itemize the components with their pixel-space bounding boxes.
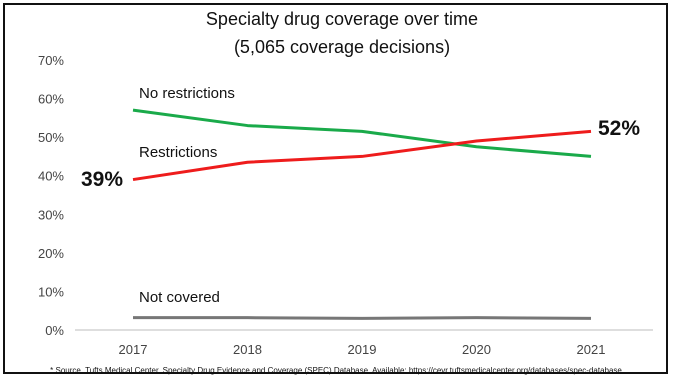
y-tick-label: 10%: [38, 284, 64, 299]
source-footnote: * Source. Tufts Medical Center. Specialt…: [50, 366, 622, 375]
x-tick-label: 2021: [577, 342, 606, 357]
x-tick-label: 2020: [462, 342, 491, 357]
series-line-no-restrictions: [132, 108, 592, 158]
y-tick-label: 70%: [38, 53, 64, 68]
series-label-restrictions: Restrictions: [139, 144, 217, 161]
y-tick-label: 0%: [45, 323, 64, 338]
series-line-restrictions: [132, 129, 592, 182]
y-tick-label: 50%: [38, 130, 64, 145]
series-line-not-covered: [133, 316, 592, 320]
x-tick-label: 2019: [348, 342, 377, 357]
chart-frame: [3, 3, 668, 374]
series-label-no-restrictions: No restrictions: [139, 85, 235, 102]
series-lines: [132, 108, 592, 320]
chart-title-line-1: Specialty drug coverage over time: [206, 9, 478, 29]
x-axis: 2017 2018 2019 2020 2021: [119, 342, 606, 357]
series-label-not-covered: Not covered: [139, 289, 220, 306]
y-tick-label: 30%: [38, 207, 64, 222]
x-tick-label: 2018: [233, 342, 262, 357]
y-axis: 0% 10% 20% 30% 40% 50% 60% 70%: [38, 53, 64, 338]
start-value-callout: 39%: [81, 168, 123, 191]
y-tick-label: 40%: [38, 169, 64, 184]
x-tick-label: 2017: [119, 342, 148, 357]
chart-title-line-2: (5,065 coverage decisions): [234, 37, 450, 57]
y-tick-label: 60%: [38, 92, 64, 107]
y-tick-label: 20%: [38, 246, 64, 261]
end-value-callout: 52%: [598, 117, 640, 140]
